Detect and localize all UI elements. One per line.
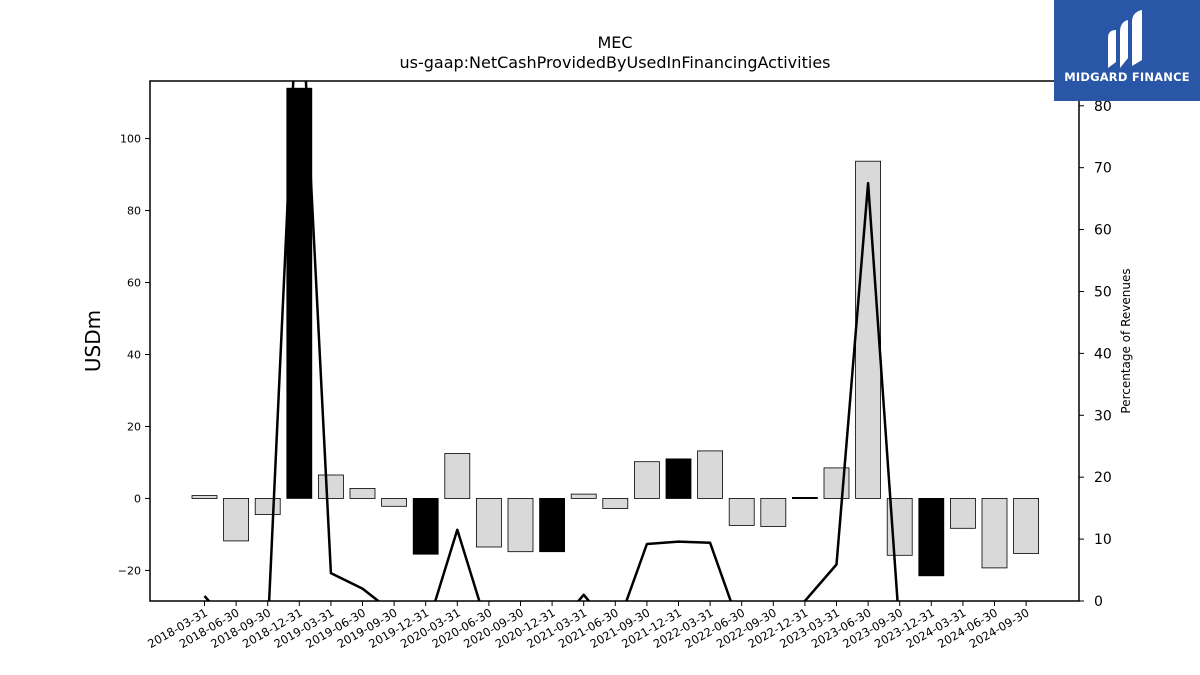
y-tick-label: 100 <box>120 133 141 146</box>
bar-2018-06-30 <box>223 497 250 542</box>
y-axis-label: USDm <box>81 310 105 372</box>
bar-2024-09-30 <box>1013 497 1039 554</box>
bar-2020-03-31 <box>444 453 471 499</box>
right-axis: 0 10 20 30 40 50 60 70 80 <box>1079 99 1112 610</box>
bar-2023-06-30 <box>855 160 881 499</box>
bar-2018-09-30 <box>254 497 281 515</box>
bar-2021-03-31 <box>570 493 597 499</box>
bar-2019-09-30 <box>381 497 408 507</box>
chart-subtitle: us-gaap:NetCashProvidedByUsedInFinancing… <box>399 53 830 72</box>
bar-2020-09-30 <box>507 497 534 553</box>
y-tick-label: 0 <box>134 492 141 505</box>
bar-2024-06-30 <box>981 497 1008 569</box>
bar-2022-12-31 <box>792 496 818 499</box>
y2-tick-label: 10 <box>1094 532 1112 548</box>
y-tick-label: −20 <box>118 564 141 577</box>
y2-tick-label: 80 <box>1094 99 1112 115</box>
bar-2022-06-30 <box>728 497 755 526</box>
logo-text: MIDGARD FINANCE <box>1064 70 1190 84</box>
y2-tick-label: 0 <box>1094 594 1103 610</box>
bar-2021-06-30 <box>602 497 629 509</box>
y-tick-label: 40 <box>127 348 141 361</box>
y2-tick-label: 60 <box>1094 223 1112 239</box>
bar-2020-06-30 <box>475 497 502 548</box>
bar-2023-12-31 <box>918 497 945 577</box>
y-tick-label: 80 <box>127 205 141 218</box>
bar-2022-03-31 <box>697 450 723 499</box>
y-tick-label: 60 <box>127 277 141 290</box>
line-series <box>203 81 899 601</box>
bar-2019-03-31 <box>317 474 344 499</box>
y2-tick-label: 40 <box>1094 346 1112 362</box>
logo-mark-icon <box>1108 10 1142 68</box>
y2-axis-label: Percentage of Revenues <box>1119 268 1133 413</box>
y-tick-label: 20 <box>127 420 141 433</box>
bar-2021-09-30 <box>634 461 660 499</box>
line-series-group <box>203 81 899 601</box>
x-axis: 2018-03-312018-06-302018-09-302018-12-31… <box>145 601 1032 651</box>
bar-2024-03-31 <box>950 497 976 529</box>
bar-2021-12-31 <box>665 458 692 499</box>
y2-tick-label: 30 <box>1094 408 1112 424</box>
chart-title: MEC <box>597 33 632 52</box>
bar-2022-09-30 <box>760 497 787 527</box>
bar-series <box>191 87 1039 577</box>
left-axis: −20 0 20 40 60 80 100 <box>118 133 150 577</box>
midgard-finance-logo: MIDGARD FINANCE <box>1054 0 1200 101</box>
y2-tick-label: 20 <box>1094 470 1112 486</box>
y2-tick-label: 50 <box>1094 284 1112 300</box>
bar-2020-12-31 <box>539 497 565 553</box>
bar-2019-06-30 <box>349 487 376 499</box>
y2-tick-label: 70 <box>1094 161 1112 177</box>
plot-frame <box>149 80 1080 602</box>
bar-2018-03-31 <box>191 495 218 499</box>
bar-2019-12-31 <box>412 497 439 555</box>
